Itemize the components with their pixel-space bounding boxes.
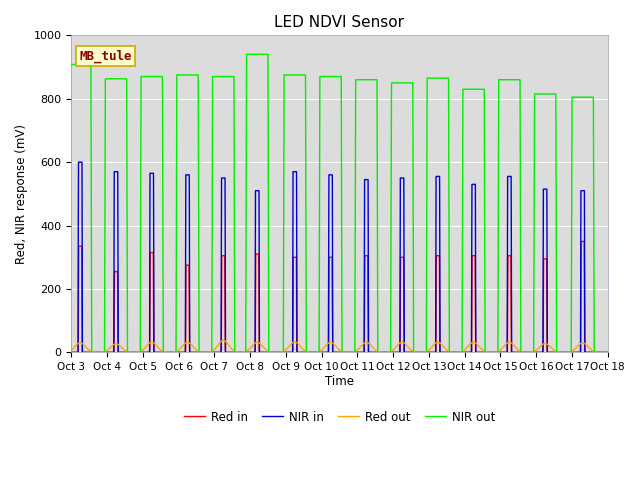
Red in xyxy=(262,349,269,355)
NIR in xyxy=(262,349,269,355)
NIR in xyxy=(75,159,83,165)
Red in xyxy=(604,349,612,355)
NIR in xyxy=(67,349,75,355)
NIR in xyxy=(408,349,416,355)
Text: MB_tule: MB_tule xyxy=(79,49,132,63)
Red in xyxy=(67,349,75,355)
Title: LED NDVI Sensor: LED NDVI Sensor xyxy=(275,15,404,30)
Red in xyxy=(493,349,501,355)
Red out xyxy=(604,349,612,355)
NIR in xyxy=(95,349,102,355)
NIR in xyxy=(465,349,473,355)
NIR out xyxy=(95,349,102,355)
Red out xyxy=(220,337,227,343)
NIR out xyxy=(385,349,393,355)
Red out xyxy=(408,348,416,354)
NIR in xyxy=(385,349,392,355)
Red out xyxy=(94,349,102,355)
Red out xyxy=(465,343,473,348)
NIR out xyxy=(408,80,416,86)
Red out xyxy=(262,347,269,352)
Line: Red out: Red out xyxy=(71,340,608,352)
Line: Red in: Red in xyxy=(71,241,608,352)
Y-axis label: Red, NIR response (mV): Red, NIR response (mV) xyxy=(15,124,28,264)
Red in xyxy=(465,349,473,355)
NIR out xyxy=(67,61,75,67)
X-axis label: Time: Time xyxy=(325,375,354,388)
NIR in xyxy=(604,349,612,355)
Red out xyxy=(385,349,392,355)
Red in xyxy=(94,349,102,355)
Red in xyxy=(385,349,392,355)
NIR out xyxy=(243,51,250,57)
Red out xyxy=(494,348,502,354)
NIR in xyxy=(494,349,502,355)
Red out xyxy=(67,347,75,353)
NIR out xyxy=(604,349,612,355)
NIR out xyxy=(494,349,502,355)
NIR out xyxy=(465,86,473,92)
NIR out xyxy=(88,349,95,355)
Legend: Red in, NIR in, Red out, NIR out: Red in, NIR in, Red out, NIR out xyxy=(179,406,500,428)
Line: NIR out: NIR out xyxy=(71,54,608,352)
Red in xyxy=(408,349,416,355)
NIR out xyxy=(262,51,269,57)
Red in xyxy=(577,239,585,244)
Line: NIR in: NIR in xyxy=(71,162,608,352)
